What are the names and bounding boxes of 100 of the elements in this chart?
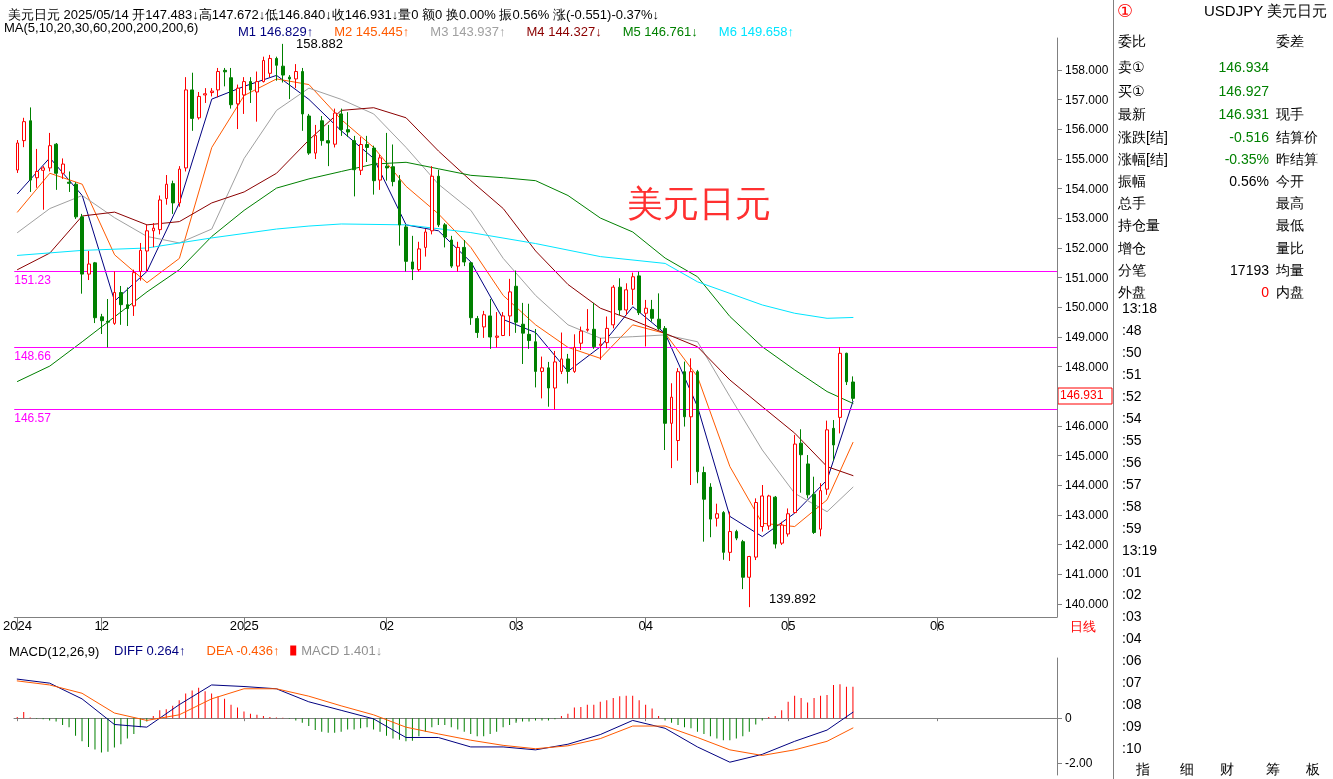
candlestick [586, 308, 589, 333]
text: :06 [1122, 652, 1142, 668]
text: 板 [1306, 761, 1320, 777]
candlestick [618, 277, 622, 316]
candlestick [333, 108, 337, 148]
candlestick [210, 87, 214, 97]
y-tick-label: 143.000 [1065, 507, 1109, 522]
text: :50 [1122, 344, 1142, 360]
text: M1 146.829↑ [238, 24, 314, 39]
legend-label: MACD 1.401↓ [301, 643, 383, 658]
y-tick-label: 158.000 [1065, 63, 1109, 78]
candlestick [216, 67, 220, 98]
candlestick [793, 434, 797, 514]
candlestick [80, 213, 84, 295]
candlestick [501, 311, 505, 337]
text: :54 [1122, 410, 1142, 426]
candlestick [106, 298, 110, 348]
text: 美元日元 [627, 182, 771, 224]
text: 最高 [1276, 195, 1304, 211]
candlestick [689, 357, 693, 486]
candlestick [670, 382, 673, 469]
text: 买① [1118, 83, 1145, 99]
text: -0.35% [1224, 151, 1269, 167]
candlestick [158, 195, 162, 235]
y-tick-label: 0 [1065, 711, 1072, 726]
candlestick [475, 315, 479, 339]
text: 13:18 [1122, 300, 1158, 316]
candlestick [314, 124, 317, 160]
candlestick [450, 235, 453, 269]
candlestick [644, 299, 648, 347]
candlestick [696, 369, 699, 484]
text: 17193 [1230, 262, 1269, 278]
candlestick [74, 181, 78, 220]
y-tick-label: 144.000 [1065, 478, 1109, 493]
text: 现手 [1276, 106, 1304, 122]
candlestick [728, 511, 732, 562]
candlestick [611, 284, 615, 329]
candlestick [223, 67, 227, 87]
text: 外盘 [1118, 284, 1146, 300]
text: :55 [1122, 432, 1142, 448]
candlestick [346, 111, 350, 138]
candlestick [236, 84, 240, 130]
candlestick [320, 115, 324, 147]
x-tick-label: 05 [780, 618, 796, 633]
candlestick [184, 76, 188, 172]
candlestick [262, 56, 265, 83]
candlestick [145, 224, 149, 272]
x-tick-label: 03 [508, 618, 524, 633]
candlestick [268, 54, 272, 78]
candlestick [339, 108, 343, 137]
candlestick [190, 72, 194, 132]
candlestick [560, 332, 563, 375]
candlestick [709, 482, 712, 538]
candlestick [87, 250, 91, 281]
y-tick-label: -2.00 [1065, 756, 1093, 771]
candlestick [378, 154, 382, 191]
candlestick [398, 174, 401, 247]
text: 最新 [1118, 106, 1146, 122]
text: 146.934 [1218, 59, 1269, 75]
candlestick [307, 113, 311, 156]
candlestick [255, 71, 259, 123]
candlestick [819, 482, 822, 537]
y-tick-label: 141.000 [1065, 567, 1109, 582]
candlestick [573, 333, 576, 374]
candlestick [203, 87, 207, 104]
text: 结算价 [1276, 129, 1318, 145]
text: :03 [1122, 608, 1142, 624]
text: 涨幅[结] [1118, 151, 1168, 167]
candlestick [229, 67, 233, 110]
x-tick-label: 06 [929, 618, 945, 633]
candlestick [527, 303, 531, 350]
text: 卖① [1118, 59, 1145, 75]
candlestick [54, 142, 58, 191]
candlestick [242, 76, 246, 115]
y-tick-label: 154.000 [1065, 181, 1109, 196]
candlestick [48, 132, 52, 172]
candlestick [482, 310, 486, 339]
text: 内盘 [1276, 284, 1304, 300]
candlestick [760, 484, 764, 533]
text: 13:19 [1122, 542, 1158, 558]
candlestick [100, 313, 104, 335]
candlestick [61, 157, 65, 180]
x-tick-label: 02 [379, 618, 394, 633]
text: 增仓 [1118, 240, 1146, 256]
y-tick-label: 149.000 [1065, 329, 1109, 344]
candlestick [663, 325, 667, 451]
text: 筹 [1266, 761, 1280, 777]
candlestick [29, 106, 32, 193]
text: ① [1117, 1, 1134, 21]
candlestick [411, 235, 414, 281]
candlestick [22, 117, 26, 148]
candlestick [41, 165, 45, 211]
candlestick [676, 367, 680, 462]
y-tick-label: 150.000 [1065, 300, 1109, 315]
y-tick-label: 142.000 [1065, 537, 1109, 552]
candlestick [683, 361, 686, 428]
candlestick [113, 270, 116, 326]
text: -0.516 [1229, 129, 1269, 145]
text: USDJPY 美元日元 [1204, 2, 1328, 19]
candlestick [93, 261, 97, 324]
